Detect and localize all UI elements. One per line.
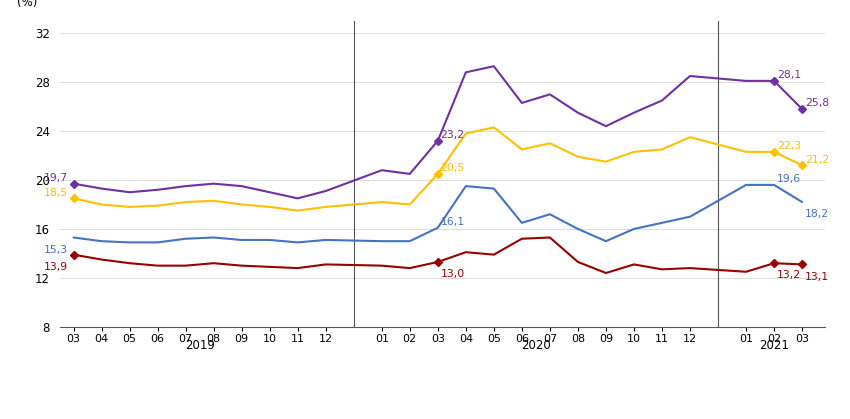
Text: (%): (%) <box>18 0 37 9</box>
Text: 15,3: 15,3 <box>44 245 68 255</box>
Text: 20,5: 20,5 <box>440 163 465 173</box>
Text: 2019: 2019 <box>184 339 214 352</box>
Text: 25,8: 25,8 <box>805 98 829 108</box>
Text: 19,6: 19,6 <box>777 174 801 184</box>
Text: 18,2: 18,2 <box>805 210 829 219</box>
Text: 19,7: 19,7 <box>44 173 68 183</box>
Text: 18,5: 18,5 <box>44 188 68 198</box>
Text: 21,2: 21,2 <box>805 155 829 165</box>
Text: 13,2: 13,2 <box>777 271 801 280</box>
Text: 13,0: 13,0 <box>440 269 465 279</box>
Text: 13,1: 13,1 <box>805 272 829 282</box>
Text: 28,1: 28,1 <box>777 70 801 80</box>
Text: 13,9: 13,9 <box>44 262 68 272</box>
Text: 16,1: 16,1 <box>440 217 465 227</box>
Text: 22,3: 22,3 <box>777 141 801 151</box>
Text: 23,2: 23,2 <box>440 130 465 140</box>
Text: 2021: 2021 <box>759 339 789 352</box>
Text: 2020: 2020 <box>521 339 551 352</box>
